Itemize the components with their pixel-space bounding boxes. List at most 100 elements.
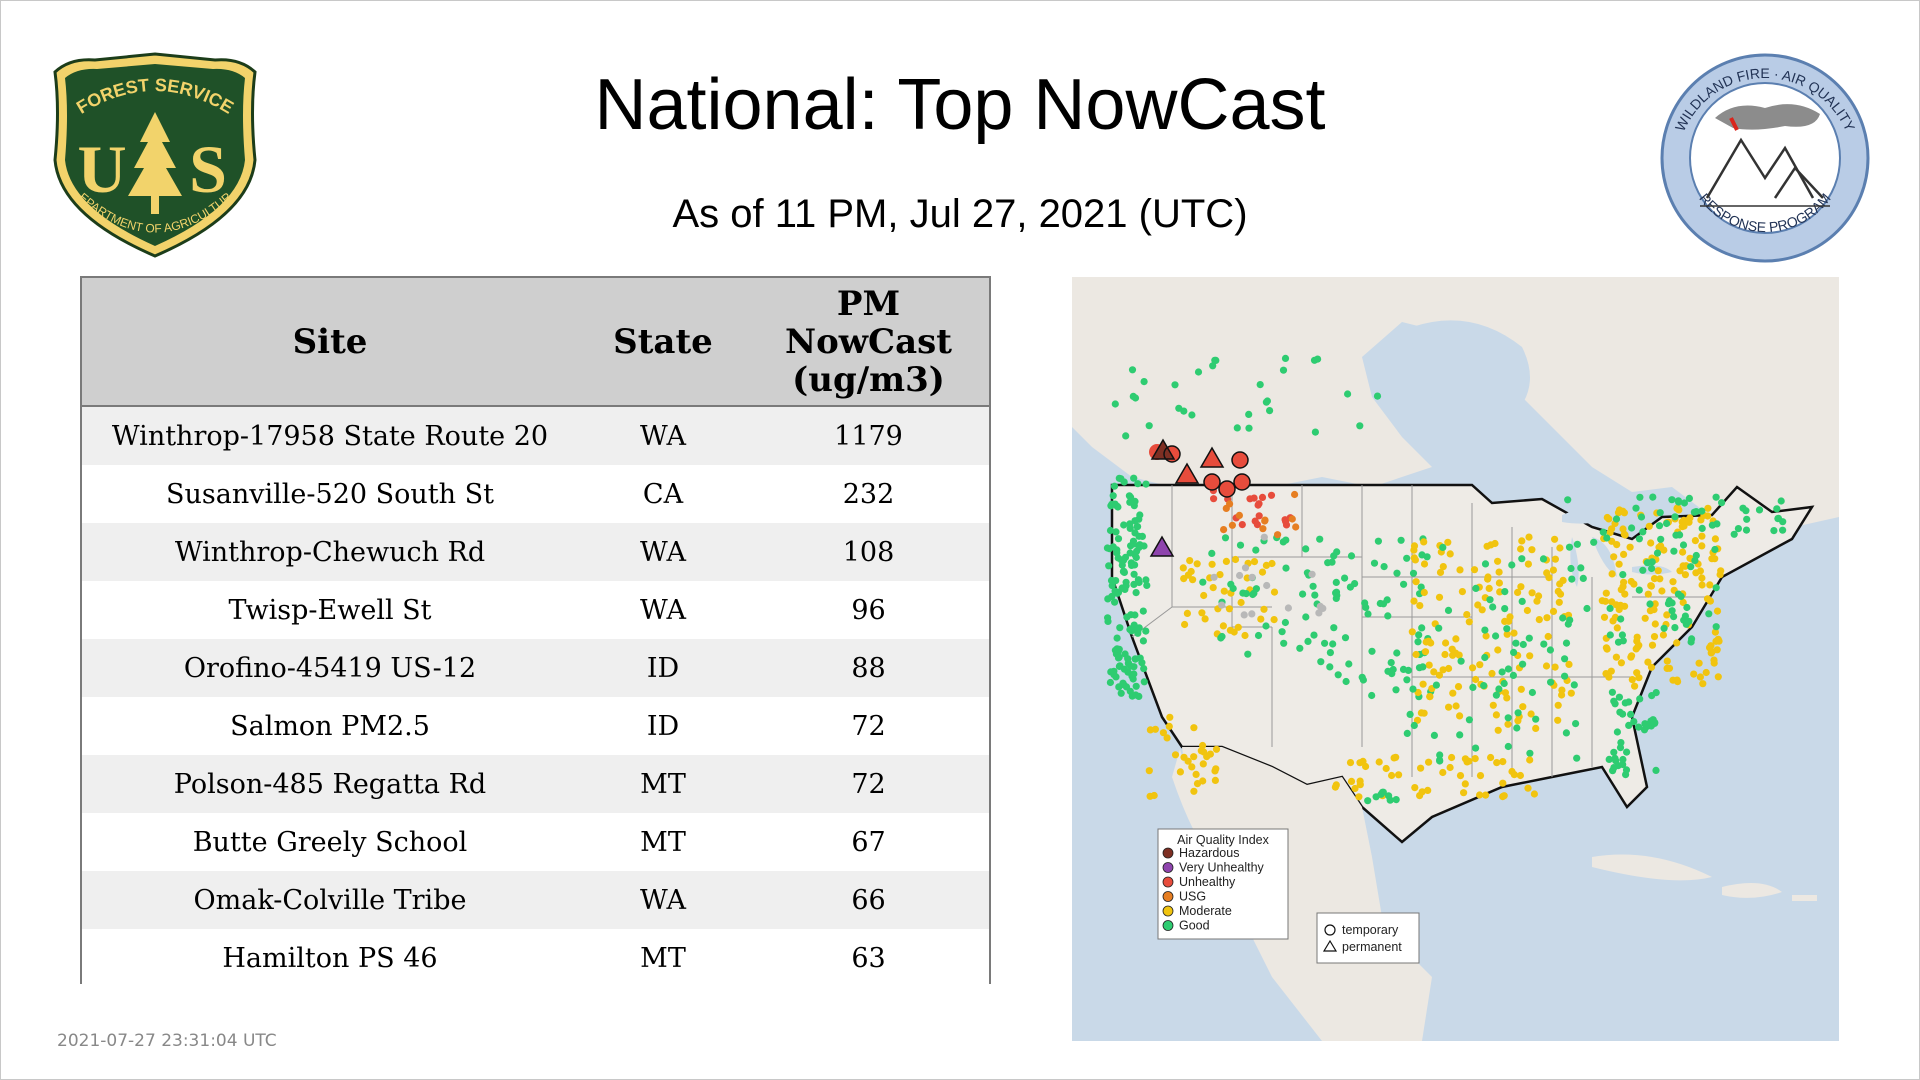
monitor-dot [1114, 654, 1123, 662]
monitor-dot [1436, 751, 1444, 759]
monitor-dot [1194, 368, 1203, 376]
monitor-dot [1308, 570, 1316, 578]
monitor-dot [1281, 618, 1289, 627]
monitor-dot [1612, 653, 1620, 661]
monitor-dot [1635, 723, 1643, 731]
monitor-dot [1562, 639, 1571, 647]
monitor-dot [1463, 611, 1471, 619]
monitor-dot [1653, 549, 1662, 557]
column-header-state: State [613, 321, 713, 362]
monitor-dot [1446, 763, 1454, 772]
monitor-dot [1370, 559, 1379, 567]
monitor-dot [1543, 614, 1551, 622]
legend-label: Good [1179, 919, 1210, 933]
monitor-dot [1302, 613, 1310, 621]
monitor-triangle [1149, 535, 1175, 557]
monitor-dot [1562, 729, 1570, 737]
monitor-dot [1494, 557, 1502, 565]
monitor-dot [1625, 721, 1633, 729]
monitor-dot [1332, 594, 1340, 602]
monitor-dot [1628, 676, 1636, 684]
monitor-dot [1679, 541, 1688, 549]
monitor-dot [1526, 756, 1534, 764]
monitor-dot [1508, 561, 1516, 569]
monitor-dot [1417, 764, 1425, 772]
monitor-dot [1779, 526, 1787, 534]
monitor-dot [1559, 576, 1567, 584]
monitor-dot [1610, 553, 1618, 561]
monitor-dot [1549, 566, 1557, 574]
monitor-dot [1644, 590, 1652, 598]
monitor-dot [1373, 392, 1382, 400]
monitor-dot [1248, 573, 1256, 581]
monitor-dot [1292, 523, 1300, 531]
monitor-dot [1500, 792, 1508, 800]
monitor-dot [1128, 672, 1136, 680]
monitor-dot [1112, 577, 1120, 585]
monitor-dot [1657, 535, 1665, 543]
monitor-dot [1510, 629, 1518, 637]
monitor-dot [1680, 499, 1688, 507]
monitor-dot [1617, 659, 1625, 667]
monitor-dot [1559, 614, 1567, 622]
monitor-dot [1270, 616, 1278, 624]
usfs-letter-s: S [189, 131, 227, 207]
monitor-dot [1561, 672, 1569, 680]
monitor-dot [1608, 570, 1616, 578]
monitor-dot [1691, 537, 1699, 545]
monitor-dot [1650, 575, 1659, 583]
monitor-dot [1472, 675, 1480, 684]
monitor-dot [1489, 701, 1497, 709]
monitor-dot [1615, 693, 1623, 701]
monitor-dot [1583, 604, 1591, 613]
monitor-dot [1281, 516, 1289, 524]
monitor-dot [1380, 563, 1388, 571]
cell-site: Omak-Colville Tribe [193, 884, 467, 916]
monitor-dot [1219, 481, 1235, 497]
monitor-dot [1124, 655, 1132, 663]
monitor-dot [1452, 702, 1460, 710]
monitor-dot [1221, 534, 1230, 542]
monitor-dot [1176, 768, 1184, 776]
monitor-dot [1647, 722, 1655, 730]
monitor-dot [1267, 491, 1276, 499]
monitor-dot [1411, 784, 1419, 792]
monitor-dot [1208, 560, 1216, 568]
monitor-dot [1472, 584, 1480, 592]
monitor-dot [1296, 644, 1304, 652]
monitor-dot [1250, 558, 1259, 566]
monitor-dot [1288, 515, 1296, 523]
monitor-dot [1409, 685, 1417, 693]
monitor-dot [1331, 783, 1339, 791]
monitor-dot [1139, 637, 1147, 645]
monitor-dot [1274, 531, 1282, 539]
monitor-dot [1456, 772, 1465, 780]
monitor-dot-outline [1231, 451, 1249, 469]
monitor-dot [1291, 490, 1299, 499]
monitor-dot [1676, 531, 1684, 539]
monitor-dot [1201, 615, 1209, 623]
monitor-dot [1455, 651, 1463, 659]
table-row: Winthrop-Chewuch Rd WA 108 [82, 523, 989, 581]
table-row: Omak-Colville Tribe WA 66 [82, 871, 989, 929]
monitor-dot [1406, 710, 1414, 718]
monitor-dot [1530, 790, 1538, 798]
monitor-dot [1671, 513, 1679, 521]
monitor-dot [1139, 607, 1147, 615]
monitor-dot [1649, 493, 1657, 501]
monitor-dot [1646, 607, 1654, 615]
legend-label: USG [1179, 890, 1206, 904]
monitor-dot [1270, 588, 1279, 596]
monitor-dot [1655, 522, 1664, 530]
monitor-dot [1654, 567, 1662, 575]
monitor-dot [1545, 574, 1553, 582]
monitor-dot [1420, 560, 1429, 568]
monitor-dot [1678, 523, 1686, 531]
monitor-dot [1519, 660, 1527, 668]
monitor-dot [1410, 542, 1419, 550]
monitor-dot [1403, 554, 1411, 562]
monitor-dot [1470, 566, 1479, 574]
legend-label: Moderate [1179, 904, 1232, 918]
monitor-dot [1435, 593, 1444, 601]
cell-state: MT [640, 768, 686, 800]
